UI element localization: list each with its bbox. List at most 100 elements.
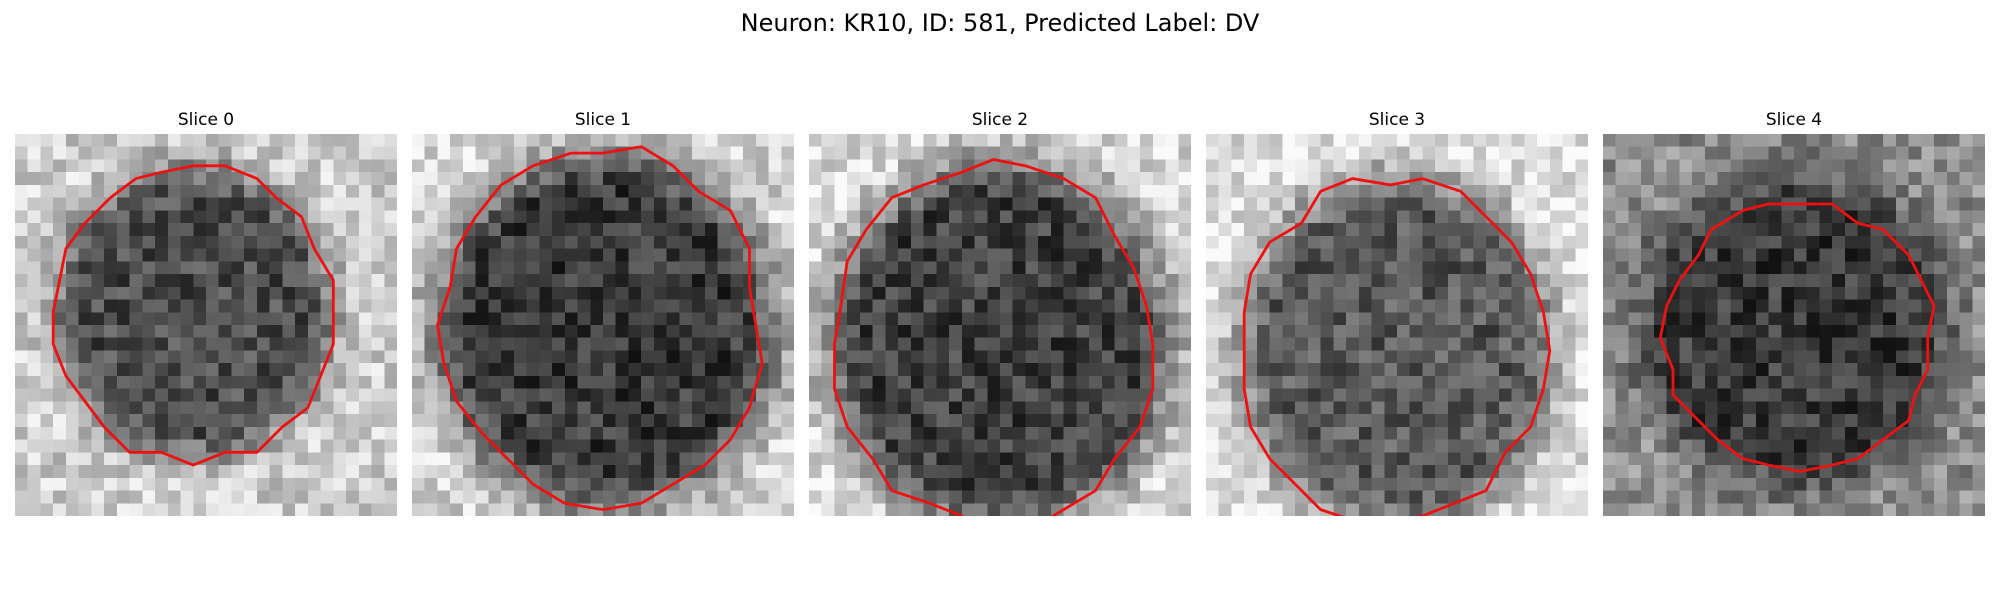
pixel <box>1717 261 1731 275</box>
pixel <box>1537 490 1551 504</box>
pixel <box>1231 350 1245 364</box>
pixel <box>513 312 527 326</box>
pixel <box>910 477 924 491</box>
pixel <box>1768 184 1782 198</box>
pixel <box>974 375 988 389</box>
pixel <box>15 223 28 237</box>
pixel <box>679 452 693 466</box>
pixel <box>1384 197 1398 211</box>
pixel <box>961 197 975 211</box>
pixel <box>1025 465 1039 479</box>
pixel <box>628 426 642 440</box>
pixel <box>872 337 886 351</box>
pixel <box>78 490 92 504</box>
pixel <box>295 184 309 198</box>
pixel <box>1666 184 1680 198</box>
pixel <box>1908 146 1922 160</box>
pixel <box>1076 312 1090 326</box>
pixel <box>15 363 28 377</box>
pixel <box>1486 312 1500 326</box>
pixel <box>244 503 258 516</box>
pixel <box>1537 223 1551 237</box>
pixel <box>1959 426 1973 440</box>
pixel <box>526 401 540 415</box>
pixel <box>513 401 527 415</box>
pixel <box>269 134 283 147</box>
pixel <box>1603 477 1616 491</box>
pixel <box>1460 477 1474 491</box>
pixel <box>603 261 616 275</box>
pixel <box>1653 363 1667 377</box>
pixel <box>1358 134 1372 147</box>
pixel <box>1870 477 1884 491</box>
pixel <box>1921 375 1935 389</box>
pixel <box>1012 414 1026 428</box>
pixel <box>501 503 515 516</box>
pixel <box>1743 274 1757 288</box>
pixel <box>231 465 245 479</box>
pixel <box>307 274 321 288</box>
pixel <box>1397 184 1410 198</box>
pixel <box>1743 503 1757 516</box>
pixel <box>1038 337 1052 351</box>
pixel <box>513 274 527 288</box>
pixel <box>1666 337 1680 351</box>
pixel <box>1447 337 1461 351</box>
pixel <box>730 490 744 504</box>
pixel <box>282 172 296 186</box>
pixel <box>513 134 527 147</box>
pixel <box>1806 299 1820 313</box>
pixel <box>295 503 309 516</box>
pixel <box>1384 490 1398 504</box>
pixel <box>40 401 54 415</box>
pixel <box>1730 325 1744 338</box>
pixel <box>936 261 950 275</box>
pixel <box>1857 337 1871 351</box>
pixel <box>333 197 347 211</box>
pixel <box>1870 248 1884 262</box>
pixel <box>358 414 372 428</box>
pixel <box>1076 414 1090 428</box>
pixel <box>180 325 194 338</box>
pixel <box>704 490 718 504</box>
pixel <box>885 426 899 440</box>
pixel <box>1038 223 1052 237</box>
pixel <box>717 159 731 173</box>
pixel <box>987 375 1001 389</box>
pixel <box>1307 223 1321 237</box>
pixel <box>1524 325 1538 338</box>
pixel <box>910 363 924 377</box>
pixel <box>142 248 156 262</box>
pixel <box>40 159 54 173</box>
pixel <box>730 184 744 198</box>
pixel <box>539 172 553 186</box>
pixel <box>1755 350 1769 364</box>
pixel <box>65 388 79 402</box>
pixel <box>180 299 194 313</box>
pixel <box>615 312 629 326</box>
pixel <box>1511 452 1525 466</box>
pixel <box>1562 490 1576 504</box>
pixel <box>1422 363 1436 377</box>
pixel <box>1473 388 1487 402</box>
pixel <box>1231 235 1245 249</box>
pixel <box>1857 477 1871 491</box>
pixel <box>384 426 397 440</box>
pixel <box>475 312 489 326</box>
pixel <box>1447 223 1461 237</box>
pixel <box>1524 503 1538 516</box>
pixel <box>1089 503 1103 516</box>
pixel <box>1921 248 1935 262</box>
pixel <box>949 197 963 211</box>
pixel <box>1000 490 1013 504</box>
pixel <box>1730 299 1744 313</box>
pixel <box>1806 286 1820 300</box>
pixel <box>1498 159 1512 173</box>
pixel <box>898 375 912 389</box>
pixel <box>821 401 835 415</box>
pixel <box>1473 134 1487 147</box>
pixel <box>717 274 731 288</box>
pixel <box>295 235 309 249</box>
pixel <box>961 299 975 313</box>
pixel <box>1946 375 1960 389</box>
